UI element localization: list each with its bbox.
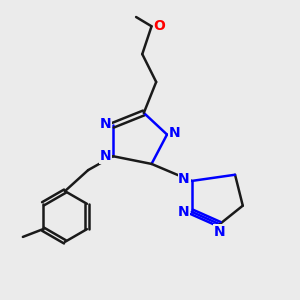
Text: N: N	[99, 117, 111, 131]
Text: O: O	[153, 19, 165, 33]
Text: N: N	[169, 126, 181, 140]
Text: N: N	[214, 225, 225, 239]
Text: N: N	[177, 205, 189, 219]
Text: N: N	[178, 172, 190, 186]
Text: N: N	[99, 149, 111, 163]
